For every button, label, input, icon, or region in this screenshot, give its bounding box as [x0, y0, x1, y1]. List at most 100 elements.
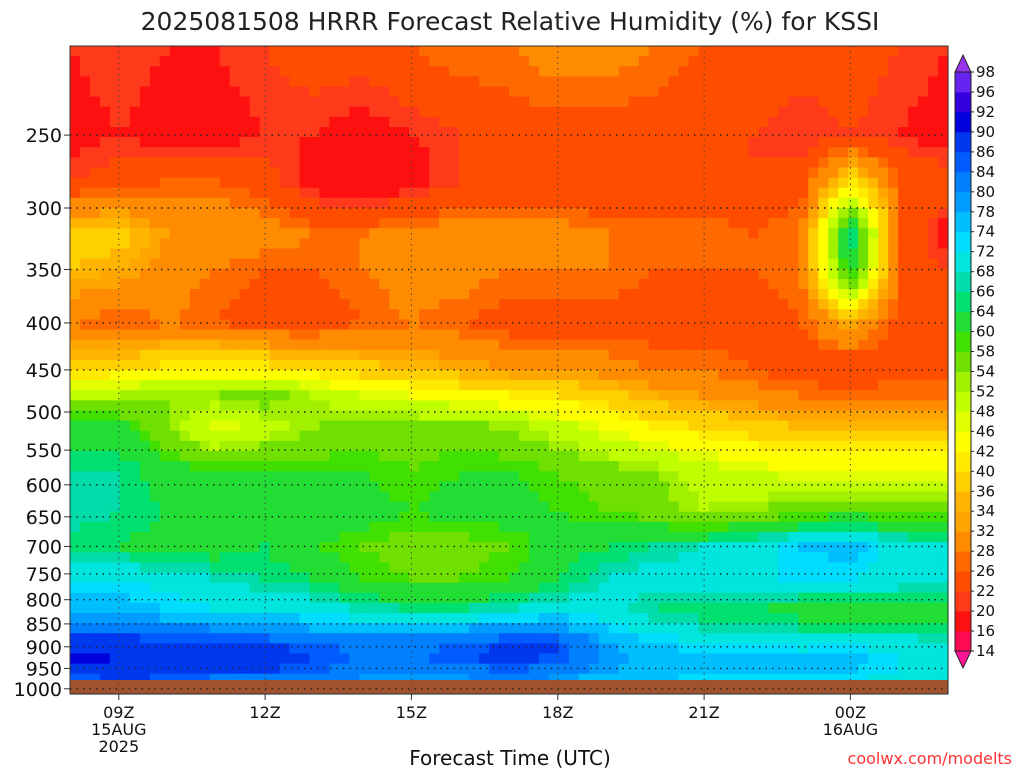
heatmap-cell	[299, 289, 311, 300]
heatmap-cell	[838, 86, 849, 98]
heatmap-cell	[189, 511, 201, 523]
heatmap-cell	[808, 521, 819, 533]
heatmap-cell	[638, 349, 650, 361]
heatmap-cell	[369, 218, 380, 229]
heatmap-cell	[189, 370, 201, 381]
heatmap-cell	[588, 602, 600, 614]
heatmap-cell	[698, 532, 710, 543]
heatmap-cell	[359, 673, 370, 685]
heatmap-cell	[558, 238, 570, 250]
heatmap-cell	[658, 319, 670, 331]
heatmap-cell	[70, 653, 81, 665]
heatmap-cell	[778, 147, 789, 158]
heatmap-cell	[399, 157, 410, 169]
heatmap-cell	[528, 187, 540, 199]
heatmap-cell	[309, 663, 321, 675]
heatmap-cell	[199, 380, 211, 391]
heatmap-cell	[399, 511, 410, 523]
heatmap-cell	[768, 127, 779, 138]
heatmap-cell	[229, 86, 241, 98]
heatmap-cell	[169, 602, 181, 614]
heatmap-cell	[299, 451, 311, 462]
heatmap-cell	[249, 359, 261, 371]
heatmap-cell	[319, 592, 331, 604]
heatmap-cell	[269, 329, 281, 341]
heatmap-cell	[688, 542, 700, 553]
heatmap-cell	[768, 501, 779, 513]
heatmap-cell	[678, 410, 690, 422]
heatmap-cell	[808, 339, 819, 351]
heatmap-cell	[509, 633, 520, 644]
heatmap-cell	[658, 663, 670, 675]
heatmap-cell	[109, 116, 121, 128]
heatmap-cell	[798, 167, 809, 179]
heatmap-cell	[558, 218, 570, 229]
heatmap-cell	[718, 248, 730, 260]
heatmap-cell	[379, 521, 390, 533]
heatmap-cell	[728, 96, 740, 108]
heatmap-cell	[568, 289, 580, 300]
heatmap-cell	[459, 76, 470, 88]
heatmap-cell	[349, 440, 360, 452]
heatmap-cell	[369, 521, 380, 533]
heatmap-cell	[668, 673, 680, 685]
heatmap-cell	[149, 623, 161, 634]
heatmap-cell	[419, 187, 430, 199]
heatmap-cell	[169, 177, 181, 189]
heatmap-cell	[828, 167, 839, 179]
heatmap-cell	[588, 471, 600, 482]
heatmap-cell	[109, 289, 121, 300]
heatmap-cell	[489, 663, 500, 675]
heatmap-cell	[558, 572, 570, 584]
heatmap-cell	[229, 46, 241, 57]
heatmap-cell	[568, 137, 580, 148]
heatmap-cell	[129, 501, 141, 513]
heatmap-cell	[309, 491, 321, 503]
heatmap-cell	[499, 572, 510, 584]
heatmap-cell	[459, 258, 470, 270]
heatmap-cell	[409, 572, 420, 584]
heatmap-cell	[678, 167, 690, 179]
heatmap-cell	[728, 673, 740, 685]
heatmap-cell	[399, 420, 410, 432]
heatmap-cell	[688, 370, 700, 381]
heatmap-cell	[109, 56, 121, 67]
heatmap-cell	[319, 218, 331, 229]
heatmap-cell	[339, 572, 350, 584]
heatmap-cell	[99, 218, 111, 229]
heatmap-cell	[229, 613, 241, 624]
heatmap-cell	[419, 329, 430, 341]
heatmap-cell	[698, 562, 710, 574]
heatmap-cell	[349, 299, 360, 310]
heatmap-cell	[598, 289, 610, 300]
heatmap-cell	[309, 46, 321, 57]
heatmap-cell	[169, 96, 181, 108]
heatmap-cell	[389, 299, 400, 310]
heatmap-cell	[319, 208, 331, 219]
heatmap-cell	[828, 46, 839, 57]
heatmap-cell	[359, 197, 370, 209]
heatmap-cell	[459, 451, 470, 462]
heatmap-cell	[419, 96, 430, 108]
heatmap-cell	[778, 613, 789, 624]
heatmap-cell	[658, 572, 670, 584]
heatmap-cell	[89, 643, 101, 655]
heatmap-cell	[528, 86, 540, 98]
heatmap-cell	[509, 380, 520, 391]
heatmap-cell	[568, 46, 580, 57]
heatmap-cell	[349, 663, 360, 675]
heatmap-cell	[479, 491, 490, 503]
heatmap-cell	[109, 400, 121, 412]
heatmap-cell	[409, 177, 420, 189]
heatmap-cell	[608, 106, 620, 118]
heatmap-cell	[289, 613, 301, 624]
heatmap-cell	[658, 400, 670, 412]
heatmap-cell	[70, 572, 81, 584]
heatmap-cell	[568, 96, 580, 108]
heatmap-cell	[419, 542, 430, 553]
heatmap-cell	[289, 451, 301, 462]
heatmap-cell	[189, 137, 201, 148]
heatmap-cell	[818, 339, 829, 351]
heatmap-cell	[728, 501, 740, 513]
heatmap-cell	[568, 471, 580, 482]
